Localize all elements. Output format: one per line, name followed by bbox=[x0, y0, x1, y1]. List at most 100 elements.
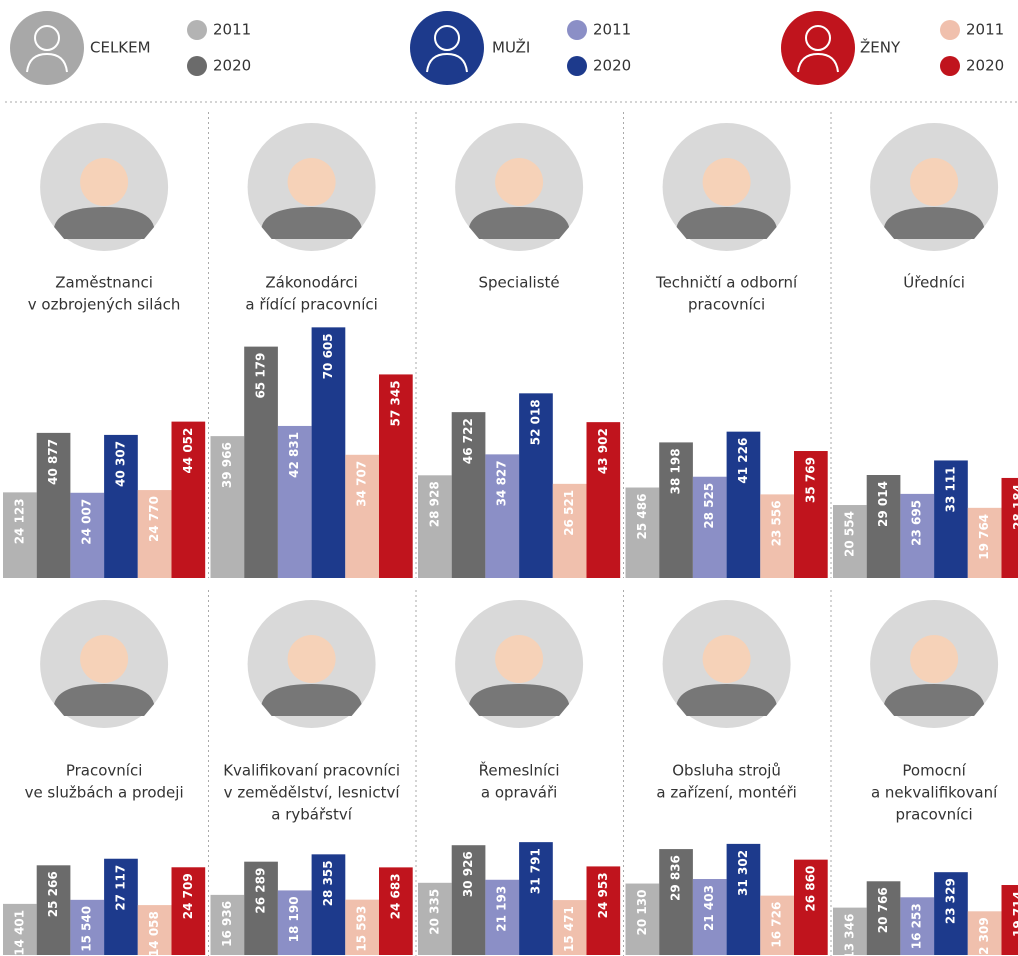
legend-label: 2011 bbox=[213, 21, 251, 39]
value-label: 16 726 bbox=[770, 902, 784, 948]
value-label: 15 593 bbox=[355, 906, 369, 952]
chart-title: v ozbrojených silách bbox=[28, 296, 181, 314]
value-label: 28 355 bbox=[321, 860, 335, 906]
chart-title: Úředníci bbox=[903, 273, 965, 292]
value-label: 35 769 bbox=[803, 457, 817, 503]
value-label: 24 123 bbox=[12, 498, 26, 544]
chart-title: pracovníci bbox=[895, 806, 972, 824]
chart-title: Zákonodárci bbox=[265, 274, 357, 292]
value-label: 33 111 bbox=[943, 466, 957, 512]
value-label: 24 953 bbox=[596, 872, 610, 918]
value-label: 21 403 bbox=[702, 885, 716, 931]
value-label: 38 198 bbox=[669, 448, 683, 494]
value-label: 19 714 bbox=[1011, 891, 1018, 937]
value-label: 15 540 bbox=[80, 906, 94, 952]
legend-icon bbox=[781, 11, 855, 85]
value-label: 20 335 bbox=[427, 889, 441, 935]
value-label: 20 130 bbox=[635, 890, 649, 936]
value-label: 46 722 bbox=[461, 418, 475, 464]
value-label: 14 058 bbox=[147, 911, 161, 956]
value-label: 26 289 bbox=[254, 868, 268, 914]
legend-swatch bbox=[567, 56, 587, 76]
value-label: 26 521 bbox=[562, 490, 576, 536]
value-label: 16 253 bbox=[910, 903, 924, 949]
chart-title: Pracovníci bbox=[66, 762, 143, 780]
chart-title: Techničtí a odborní bbox=[655, 274, 798, 292]
value-label: 40 877 bbox=[46, 439, 60, 485]
value-label: 29 836 bbox=[669, 855, 683, 901]
chart-title: Řemeslníci bbox=[479, 761, 560, 780]
avatar-head bbox=[80, 635, 128, 683]
value-label: 16 936 bbox=[220, 901, 234, 947]
value-label: 19 764 bbox=[977, 514, 991, 560]
value-label: 20 766 bbox=[876, 887, 890, 933]
avatar-head bbox=[703, 158, 751, 206]
value-label: 34 827 bbox=[495, 460, 509, 506]
value-label: 57 345 bbox=[388, 380, 402, 426]
avatar-head bbox=[495, 635, 543, 683]
chart-title: Specialisté bbox=[479, 274, 560, 292]
chart-title: Obsluha strojů bbox=[672, 762, 781, 780]
value-label: 34 707 bbox=[355, 461, 369, 507]
legend-label: 2020 bbox=[593, 57, 631, 75]
legend-swatch bbox=[187, 20, 207, 40]
value-label: 24 007 bbox=[80, 499, 94, 545]
chart-title: a nekvalifikovaní bbox=[871, 784, 998, 802]
avatar-head bbox=[80, 158, 128, 206]
value-label: 31 791 bbox=[528, 848, 542, 894]
value-label: 40 307 bbox=[113, 441, 127, 487]
legend-label: 2011 bbox=[966, 21, 1004, 39]
legend-group: CELKEM bbox=[90, 39, 151, 57]
value-label: 24 709 bbox=[181, 873, 195, 919]
chart-title: a opraváři bbox=[481, 784, 557, 802]
value-label: 23 329 bbox=[943, 878, 957, 924]
value-label: 29 014 bbox=[876, 481, 890, 527]
value-label: 18 190 bbox=[287, 896, 301, 942]
avatar-head bbox=[910, 158, 958, 206]
legend-swatch bbox=[940, 20, 960, 40]
chart-title: Zaměstnanci bbox=[55, 274, 153, 292]
chart-title: v zemědělství, lesnictví bbox=[224, 784, 401, 802]
value-label: 24 683 bbox=[388, 873, 402, 919]
value-label: 30 926 bbox=[461, 851, 475, 897]
value-label: 28 525 bbox=[702, 483, 716, 529]
avatar-head bbox=[495, 158, 543, 206]
value-label: 27 117 bbox=[113, 865, 127, 911]
value-label: 42 831 bbox=[287, 432, 301, 478]
value-label: 65 179 bbox=[254, 353, 268, 399]
value-label: 41 226 bbox=[736, 438, 750, 484]
value-label: 44 052 bbox=[181, 428, 195, 474]
legend-icon bbox=[10, 11, 84, 85]
value-label: 25 266 bbox=[46, 871, 60, 917]
value-label: 31 302 bbox=[736, 850, 750, 896]
chart: CELKEM 2011 2020 MUŽI 2011 2020 ŽENY 2011 2020 Za… bbox=[0, 0, 1018, 956]
value-label: 26 860 bbox=[803, 866, 817, 912]
value-label: 25 486 bbox=[635, 494, 649, 540]
legend-icon bbox=[410, 11, 484, 85]
value-label: 24 770 bbox=[147, 496, 161, 542]
chart-title: Pomocní bbox=[902, 762, 966, 780]
chart-title: ve službách a prodeji bbox=[25, 784, 184, 802]
legend-label: 2011 bbox=[593, 21, 631, 39]
legend-swatch bbox=[187, 56, 207, 76]
avatar-head bbox=[288, 635, 336, 683]
value-label: 52 018 bbox=[528, 399, 542, 445]
legend-label: 2020 bbox=[213, 57, 251, 75]
value-label: 70 605 bbox=[321, 333, 335, 379]
legend-group: MUŽI bbox=[492, 38, 530, 57]
legend-label: 2020 bbox=[966, 57, 1004, 75]
chart-title: Kvalifikovaní pracovníci bbox=[223, 762, 400, 780]
avatar-head bbox=[288, 158, 336, 206]
value-label: 14 401 bbox=[12, 910, 26, 956]
value-label: 15 471 bbox=[562, 906, 576, 952]
value-label: 12 309 bbox=[977, 917, 991, 956]
avatar-head bbox=[910, 635, 958, 683]
value-label: 23 695 bbox=[910, 500, 924, 546]
avatar-head bbox=[703, 635, 751, 683]
value-label: 43 902 bbox=[596, 428, 610, 474]
value-label: 23 556 bbox=[770, 500, 784, 546]
value-label: 28 184 bbox=[1011, 484, 1018, 530]
legend-group: ŽENY bbox=[860, 38, 901, 57]
value-label: 28 928 bbox=[427, 481, 441, 527]
legend-swatch bbox=[940, 56, 960, 76]
